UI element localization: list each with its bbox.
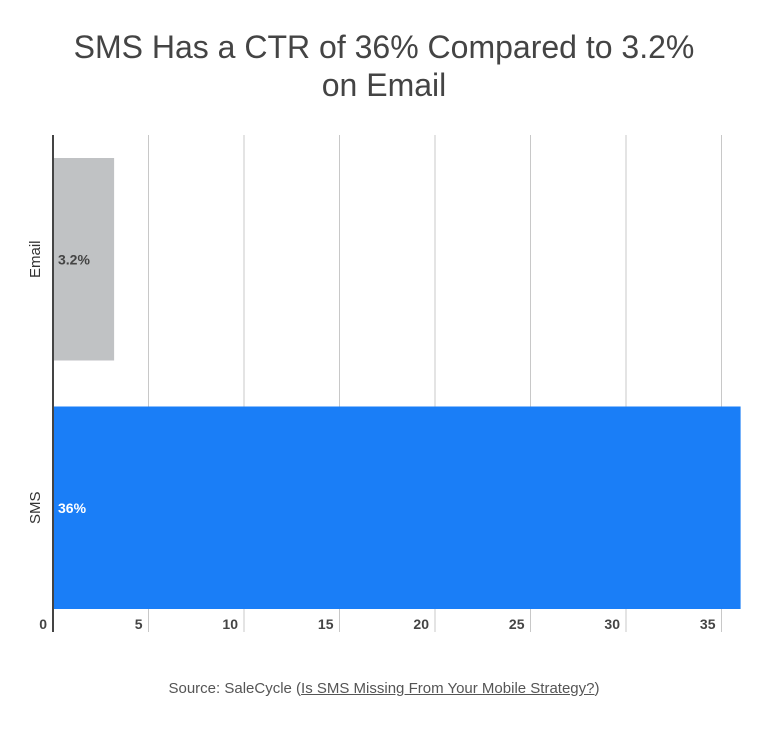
chart-title-line2: on Email bbox=[321, 67, 447, 103]
x-tick-label: 15 bbox=[318, 616, 334, 632]
data-label: 3.2% bbox=[58, 251, 90, 267]
x-tick-label: 25 bbox=[509, 616, 525, 632]
x-tick-label: 10 bbox=[222, 616, 238, 632]
x-tick-label: 5 bbox=[135, 616, 143, 632]
bar-sms bbox=[53, 406, 741, 609]
source-link[interactable]: Is SMS Missing From Your Mobile Strategy… bbox=[301, 680, 595, 697]
source-note: Source: SaleCycle (Is SMS Missing From Y… bbox=[0, 680, 768, 697]
x-tick-label: 30 bbox=[604, 616, 620, 632]
x-tick-label: 35 bbox=[700, 616, 716, 632]
category-label: Email bbox=[27, 240, 44, 278]
source-prefix: Source: SaleCycle ( bbox=[168, 680, 302, 697]
x-tick-label: 0 bbox=[39, 616, 47, 632]
source-suffix: ) bbox=[594, 680, 600, 697]
x-tick-label: 20 bbox=[413, 616, 429, 632]
chart-title: SMS Has a CTR of 36% Compared to 3.2% on… bbox=[0, 28, 768, 104]
chart-title-line1: SMS Has a CTR of 36% Compared to 3.2% bbox=[73, 29, 695, 65]
bar-email bbox=[53, 158, 115, 361]
category-label: SMS bbox=[27, 491, 44, 524]
data-label: 36% bbox=[58, 500, 87, 516]
